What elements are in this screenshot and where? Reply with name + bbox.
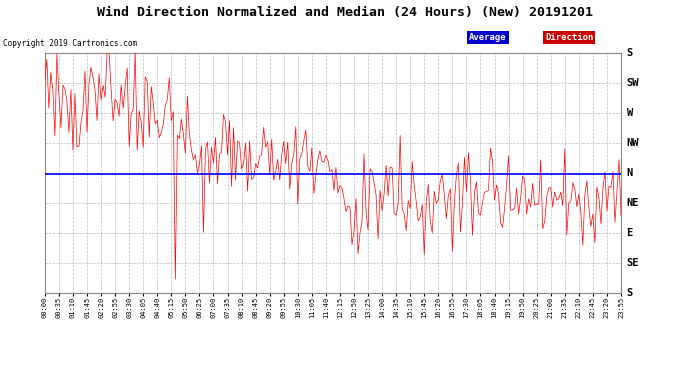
Text: NE: NE	[627, 198, 639, 207]
Text: N: N	[627, 168, 633, 177]
Text: Wind Direction Normalized and Median (24 Hours) (New) 20191201: Wind Direction Normalized and Median (24…	[97, 6, 593, 19]
Text: Direction: Direction	[545, 33, 593, 42]
Text: E: E	[627, 228, 633, 237]
Text: Average: Average	[469, 33, 507, 42]
Text: Copyright 2019 Cartronics.com: Copyright 2019 Cartronics.com	[3, 39, 137, 48]
Text: NW: NW	[627, 138, 639, 147]
Text: SE: SE	[627, 258, 639, 267]
Text: SW: SW	[627, 78, 639, 87]
Text: S: S	[627, 288, 633, 297]
Text: W: W	[627, 108, 633, 117]
Text: S: S	[627, 48, 633, 57]
